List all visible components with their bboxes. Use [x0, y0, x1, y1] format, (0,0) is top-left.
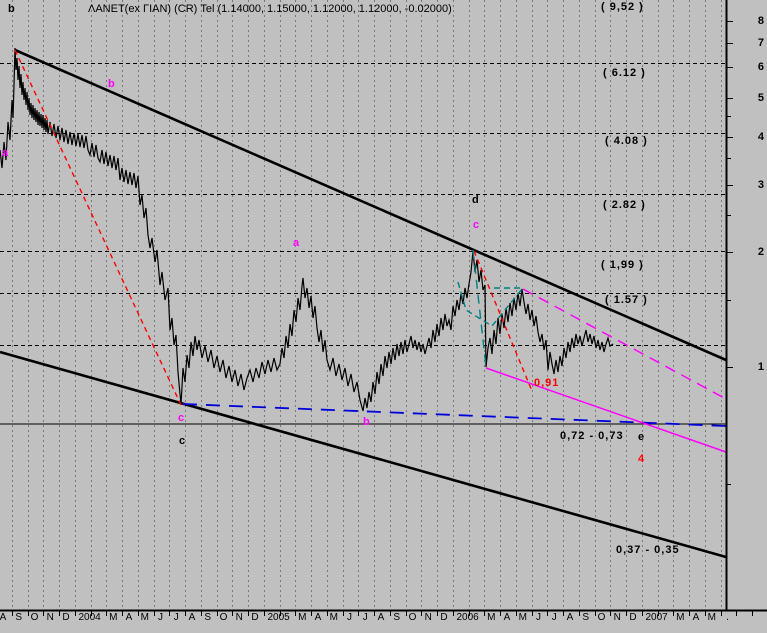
x-axis-label: N [613, 612, 621, 623]
x-axis-label: M [487, 612, 496, 623]
fib-label-952: ( 9,52 ) [601, 1, 644, 13]
x-axis-label: A [692, 612, 700, 623]
x-axis-label: . [726, 612, 729, 623]
teal-pattern-wedge [457, 281, 523, 327]
x-axis-label: D [251, 612, 259, 623]
x-axis-label: 2007 [645, 612, 668, 623]
fib-label-199: ( 1,99 ) [601, 259, 644, 271]
x-axis-label: N [46, 612, 54, 623]
x-axis-label: D [629, 612, 637, 623]
x-axis-label: S [393, 612, 401, 623]
x-axis-label: A [503, 612, 511, 623]
x-axis-label: M [140, 612, 149, 623]
y-axis-label-7: 7 [757, 37, 764, 49]
y-axis-label-5: 5 [757, 92, 764, 104]
x-axis-label: J [347, 612, 352, 623]
x-axis-label: M [109, 612, 118, 623]
x-axis-label: S [582, 612, 590, 623]
x-axis-label: O [219, 612, 228, 623]
fib-label-157: ( 1.57 ) [605, 294, 648, 306]
x-axis-label: 2005 [267, 612, 290, 623]
x-axis-label: O [30, 612, 39, 623]
wave-label-c-low1-magenta: c [178, 412, 186, 424]
red-trendline-1 [14, 49, 182, 406]
chart-title: ΛΑΝΕΤ(ex ΓΙΑΝ) (CR) Tel (1.14000, 1.1500… [88, 3, 452, 15]
magenta-projection-solid [485, 367, 727, 453]
wave-label-d-peak: d [472, 194, 480, 206]
magenta-projection-dashed [522, 288, 727, 400]
y-axis-label-6: 6 [757, 61, 764, 73]
x-axis-label: D [62, 612, 70, 623]
x-axis-label: M [298, 612, 307, 623]
wave-label-a-mid: a [293, 237, 301, 249]
x-axis-label: A [566, 612, 574, 623]
x-axis-label: S [15, 612, 23, 623]
wave-label-b-top: b [8, 3, 16, 15]
price-label-072-073: 0,72 - 0,73 [560, 430, 624, 442]
y-axis-label-2: 2 [757, 246, 764, 258]
x-axis-label: O [408, 612, 417, 623]
upper-channel-line [14, 48, 727, 362]
x-axis-label: N [424, 612, 432, 623]
fib-label-408: ( 4.08 ) [605, 135, 648, 147]
x-axis-label: A [377, 612, 385, 623]
x-axis-label: A [125, 612, 133, 623]
x-axis-label: O [597, 612, 606, 623]
teal-pattern-drop [472, 249, 487, 368]
x-axis-label: J [551, 612, 557, 623]
x-axis-label: A [188, 612, 196, 623]
x-axis-label: 2004 [78, 612, 101, 623]
wave-label-4: 4 [638, 453, 646, 465]
y-axis-label-8: 8 [757, 15, 764, 27]
x-axis-label: A [314, 612, 322, 623]
wave-label-c-peak: c [473, 219, 481, 231]
wave-label-b-low2: b [363, 416, 371, 428]
wave-label-b-left: b [108, 78, 116, 90]
lower-channel-line [0, 350, 727, 559]
x-axis-label: M [676, 612, 685, 623]
x-axis-label: J [536, 612, 541, 623]
price-label-037-035: 0,37 - 0,35 [616, 544, 680, 556]
x-axis-label: J [158, 612, 163, 623]
x-axis-label: 2006 [456, 612, 479, 623]
x-axis-label: N [235, 612, 243, 623]
price-line [0, 47, 614, 412]
wave-label-c-low1-black: c [179, 435, 187, 447]
x-axis-label: S [204, 612, 212, 623]
fib-label-282: ( 2.82 ) [603, 199, 646, 211]
y-axis-label-4: 4 [757, 131, 764, 143]
wave-label-e: e [638, 431, 646, 443]
x-axis-label: J [362, 612, 368, 623]
x-axis-label: J [173, 612, 179, 623]
x-axis-label: D [440, 612, 448, 623]
x-axis-label: M [329, 612, 338, 623]
y-axis-label-1: 1 [757, 361, 764, 373]
red-trendline-2 [473, 250, 533, 392]
x-axis-label: A [0, 612, 7, 623]
price-label-091: 0,91 [534, 377, 560, 389]
x-axis-label: M [518, 612, 527, 623]
x-axis-label: M [707, 612, 716, 623]
fib-label-612: ( 6.12 ) [603, 67, 646, 79]
wave-label-a-left: a [2, 147, 10, 159]
y-axis-label-3: 3 [757, 179, 764, 191]
